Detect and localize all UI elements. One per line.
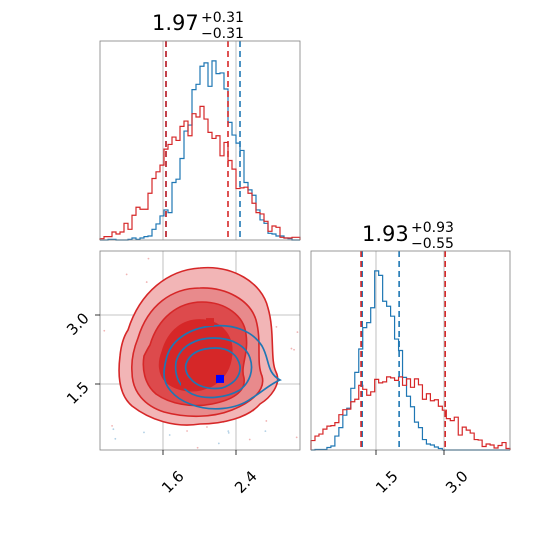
joint-scatter-point: [217, 442, 220, 445]
joint-marker-2: [181, 380, 189, 389]
marginal-y-histogram-1: [311, 270, 510, 451]
joint-scatter-point: [227, 430, 230, 433]
joint-scatter-point: [103, 329, 106, 332]
marginal-x-quantile-lines: [165, 41, 241, 240]
joint-scatter-point: [296, 331, 299, 334]
marginal-y-x-tick-label-1: 1.5: [372, 467, 402, 497]
joint-scatter-point: [186, 430, 188, 432]
marginal-x-histograms: [99, 60, 301, 241]
joint-scatter-point: [147, 257, 150, 260]
marginal-x-title-value: 1.97: [152, 11, 199, 35]
red-contour-set: [118, 266, 279, 426]
joint-scatter-point: [125, 273, 128, 276]
joint-scatter-point: [290, 347, 293, 350]
blue-contour-level-3: [184, 347, 241, 390]
joint-scatter-point: [143, 431, 145, 434]
marginal-y-frame: [310, 250, 511, 451]
joint-scatter-point: [114, 437, 117, 440]
marginal-x-histogram-1: [100, 60, 300, 241]
marginal-y-panel: 1.5 3.0 1.93 +0.93 −0.55: [310, 220, 511, 497]
joint-scatter-point: [168, 434, 171, 436]
joint-scatter-point: [196, 446, 199, 449]
joint-y-tick-label-1: 3.0: [63, 309, 93, 339]
joint-x-tick-label-2: 2.4: [231, 467, 261, 497]
joint-panel: 1.6 2.4 3.0 1.5: [63, 250, 301, 497]
joint-scatter-point: [265, 420, 268, 422]
joint-marker-3: [216, 374, 224, 383]
joint-y-tick-label-2: 1.5: [63, 378, 93, 408]
marginal-y-title-upper: +0.93: [411, 220, 454, 236]
marginal-y-title-lower: −0.55: [411, 236, 454, 252]
marginal-y-x-tick-label-2: 3.0: [442, 467, 472, 497]
joint-scatter-point: [145, 281, 148, 283]
blue-contour-level-2: [174, 337, 253, 399]
marginal-y-quantile-lines: [360, 251, 446, 450]
joint-scatter-point: [248, 438, 251, 441]
marginal-x-histogram-2: [99, 105, 301, 240]
joint-scatter-point: [295, 436, 298, 439]
joint-frame: [99, 250, 301, 451]
marginal-x-panel: 1.97 +0.31 −0.31: [99, 10, 301, 241]
marginal-y-histogram-2: [310, 376, 511, 450]
marginal-y-title-value: 1.93: [362, 222, 409, 246]
joint-scatter-point: [227, 431, 230, 434]
marginal-y-histograms: [310, 270, 511, 451]
marginal-x-title-upper: +0.31: [201, 10, 244, 26]
joint-scatter-point: [111, 424, 113, 427]
marginal-y-title: 1.93: [362, 222, 409, 246]
joint-scatter-point: [293, 348, 295, 351]
joint-scatter-point: [112, 428, 115, 431]
marginal-x-title: 1.97: [152, 11, 199, 35]
marginal-x-frame: [99, 40, 301, 241]
joint-markers: [181, 318, 224, 389]
joint-scatter-point: [264, 430, 267, 432]
joint-scatter-point: [206, 426, 208, 428]
joint-marker-1: [206, 318, 214, 327]
marginal-x-title-lower: −0.31: [201, 26, 244, 42]
joint-scatter-point: [275, 325, 278, 328]
joint-x-tick-label-1: 1.6: [158, 467, 188, 497]
